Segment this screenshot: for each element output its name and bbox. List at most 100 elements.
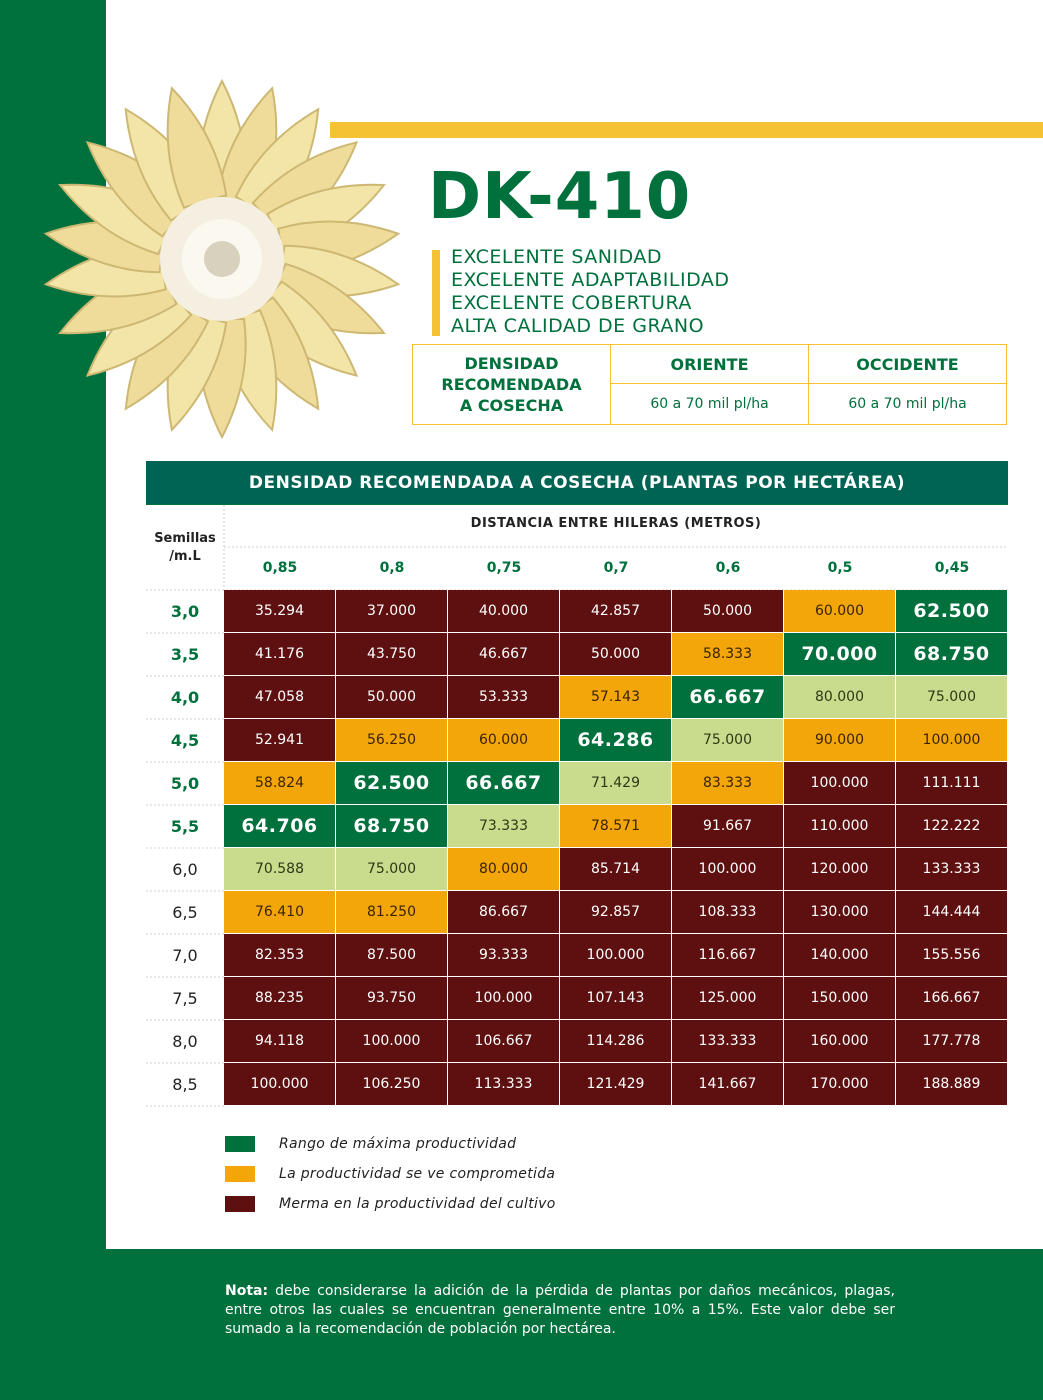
table-cell: 50.000 (560, 633, 672, 676)
row-label: 5,5 (170, 817, 200, 836)
table-cell: 188.889 (896, 1063, 1008, 1106)
table-cell: 106.667 (448, 1020, 560, 1063)
legend-swatch (225, 1136, 255, 1152)
table-cell: 35.294 (224, 590, 336, 633)
seeds-header-line: Semillas (154, 531, 216, 546)
legend-label: Merma en la productividad del cultivo (279, 1196, 556, 1212)
feature-item: ALTA CALIDAD DE GRANO (451, 315, 705, 337)
table-cell: 85.714 (560, 848, 672, 891)
accent-stripe (330, 122, 1043, 138)
table-cell: 40.000 (448, 590, 560, 633)
row-label: 6,5 (172, 903, 198, 922)
column-header: 0,45 (934, 560, 970, 576)
density-label: DENSIDAD RECOMENDADA A COSECHA (413, 345, 611, 424)
footnote-label: Nota: (225, 1283, 269, 1299)
table-cell: 122.222 (896, 805, 1008, 848)
table-cell: 100.000 (896, 719, 1008, 762)
row-label: 8,5 (172, 1075, 198, 1094)
table-cell: 47.058 (224, 676, 336, 719)
table-cell: 150.000 (784, 977, 896, 1020)
column-header: 0,5 (827, 560, 853, 576)
table-cell: 62.500 (336, 762, 448, 805)
table-cell: 88.235 (224, 977, 336, 1020)
density-label-line: RECOMENDADA (441, 375, 582, 394)
region-occidente-value: 60 a 70 mil pl/ha (848, 396, 967, 412)
row-distance-header: DISTANCIA ENTRE HILERAS (METROS) (470, 516, 762, 531)
legend-label: Rango de máxima productividad (279, 1136, 517, 1152)
column-header: 0,75 (486, 560, 522, 576)
table-cell: 111.111 (896, 762, 1008, 805)
table-cell: 93.750 (336, 977, 448, 1020)
table-cell: 93.333 (448, 934, 560, 977)
table-cell: 100.000 (224, 1063, 336, 1106)
table-cell: 92.857 (560, 891, 672, 934)
table-cell: 144.444 (896, 891, 1008, 934)
table-cell: 43.750 (336, 633, 448, 676)
product-title: DK-410 (428, 160, 692, 234)
table-cell: 53.333 (448, 676, 560, 719)
table-cell: 87.500 (336, 934, 448, 977)
table-cell: 76.410 (224, 891, 336, 934)
table-cell: 100.000 (448, 977, 560, 1020)
table-banner: DENSIDAD RECOMENDADA A COSECHA (PLANTAS … (146, 461, 1008, 505)
table-cell: 121.429 (560, 1063, 672, 1106)
table-cell: 68.750 (896, 633, 1008, 676)
density-label-line: A COSECHA (459, 396, 564, 415)
table-cell: 82.353 (224, 934, 336, 977)
seeds-header-line: /m.L (169, 549, 201, 564)
table-cell: 68.750 (336, 805, 448, 848)
table-cell: 94.118 (224, 1020, 336, 1063)
table-cell: 177.778 (896, 1020, 1008, 1063)
table-cell: 75.000 (896, 676, 1008, 719)
column-header: 0,6 (715, 560, 741, 576)
table-cell: 130.000 (784, 891, 896, 934)
table-cell: 64.286 (560, 719, 672, 762)
corn-kernel (166, 86, 228, 209)
table-cell: 100.000 (672, 848, 784, 891)
region-occidente-header: OCCIDENTE (809, 345, 1006, 384)
table-cell: 80.000 (784, 676, 896, 719)
table-cell: 81.250 (336, 891, 448, 934)
table-cell: 110.000 (784, 805, 896, 848)
column-header: 0,8 (379, 560, 405, 576)
table-cell: 80.000 (448, 848, 560, 891)
legend-swatch (225, 1196, 255, 1212)
legend-item: La productividad se ve comprometida (225, 1164, 555, 1184)
feature-item: EXCELENTE COBERTURA (451, 292, 692, 314)
table-cell: 41.176 (224, 633, 336, 676)
row-label: 3,5 (170, 645, 200, 664)
legend-label: La productividad se ve comprometida (279, 1166, 556, 1182)
legend-swatch (225, 1166, 255, 1182)
table-cell: 73.333 (448, 805, 560, 848)
table-cell: 113.333 (448, 1063, 560, 1106)
region-oriente-header: ORIENTE (611, 345, 809, 384)
table-cell: 78.571 (560, 805, 672, 848)
table-cell: 71.429 (560, 762, 672, 805)
seeds-header: Semillas /m.L (146, 530, 224, 566)
table-cell: 70.000 (784, 633, 896, 676)
table-cell: 91.667 (672, 805, 784, 848)
table-cell: 52.941 (224, 719, 336, 762)
table-cell: 42.857 (560, 590, 672, 633)
table-cell: 66.667 (448, 762, 560, 805)
table-cell: 100.000 (560, 934, 672, 977)
table-cell: 70.588 (224, 848, 336, 891)
table-cell: 107.143 (560, 977, 672, 1020)
column-header: 0,7 (603, 560, 629, 576)
table-cell: 141.667 (672, 1063, 784, 1106)
table-cell: 60.000 (784, 590, 896, 633)
feature-item: EXCELENTE ADAPTABILIDAD (451, 269, 730, 291)
table-cell: 125.000 (672, 977, 784, 1020)
feature-item: EXCELENTE SANIDAD (451, 246, 663, 268)
row-label: 3,0 (170, 602, 200, 621)
column-header: 0,85 (262, 560, 298, 576)
table-cell: 46.667 (448, 633, 560, 676)
table-cell: 56.250 (336, 719, 448, 762)
legend-item: Rango de máxima productividad (225, 1134, 516, 1154)
table-cell: 160.000 (784, 1020, 896, 1063)
table-cell: 116.667 (672, 934, 784, 977)
features-list: EXCELENTE SANIDAD EXCELENTE ADAPTABILIDA… (451, 246, 730, 338)
table-cell: 75.000 (672, 719, 784, 762)
corn-cross-section-image (43, 78, 401, 440)
table-cell: 50.000 (672, 590, 784, 633)
